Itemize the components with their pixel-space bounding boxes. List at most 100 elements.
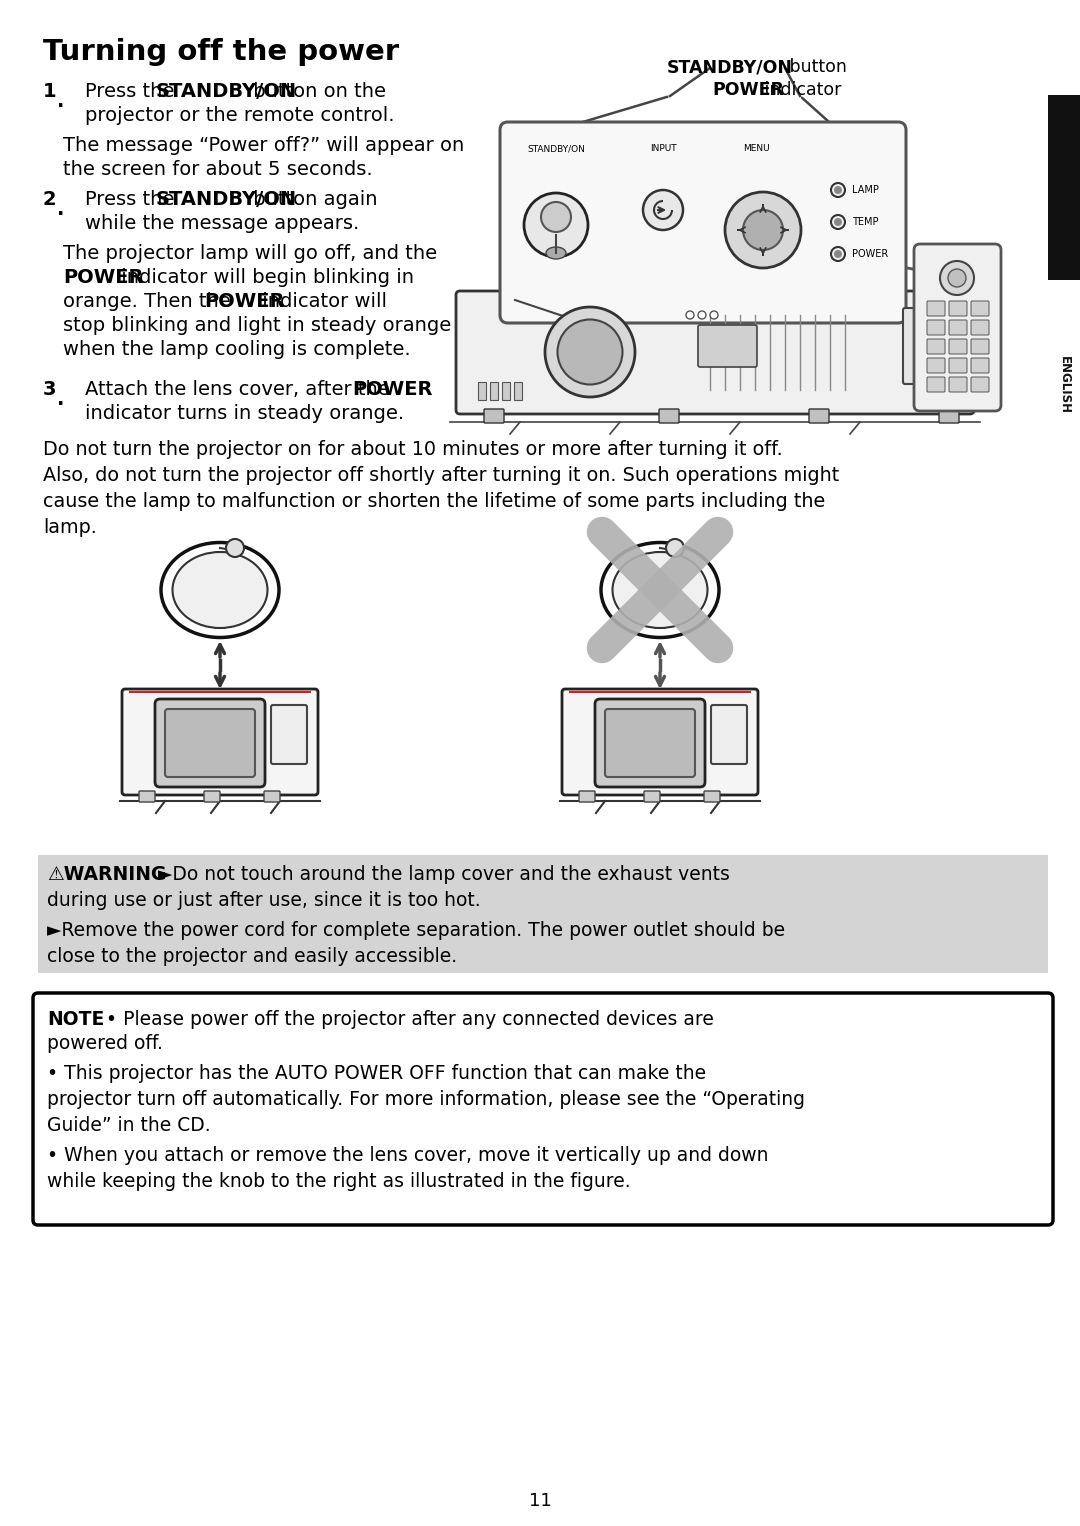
FancyBboxPatch shape bbox=[949, 301, 967, 316]
FancyBboxPatch shape bbox=[644, 790, 660, 803]
FancyBboxPatch shape bbox=[122, 690, 318, 795]
Text: while keeping the knob to the right as illustrated in the figure.: while keeping the knob to the right as i… bbox=[48, 1172, 631, 1190]
FancyBboxPatch shape bbox=[514, 382, 522, 400]
Text: indicator will begin blinking in: indicator will begin blinking in bbox=[114, 269, 414, 287]
Circle shape bbox=[686, 311, 694, 319]
Text: Attach the lens cover, after the: Attach the lens cover, after the bbox=[85, 380, 396, 398]
Circle shape bbox=[834, 218, 842, 226]
Circle shape bbox=[743, 211, 783, 250]
Text: 11: 11 bbox=[528, 1492, 552, 1511]
FancyBboxPatch shape bbox=[711, 705, 747, 765]
FancyBboxPatch shape bbox=[659, 409, 679, 423]
FancyBboxPatch shape bbox=[139, 790, 156, 803]
FancyBboxPatch shape bbox=[456, 291, 974, 414]
Circle shape bbox=[643, 191, 683, 230]
Circle shape bbox=[831, 247, 845, 261]
Circle shape bbox=[698, 311, 706, 319]
Circle shape bbox=[524, 192, 588, 256]
Circle shape bbox=[948, 269, 966, 287]
Circle shape bbox=[831, 183, 845, 197]
FancyBboxPatch shape bbox=[38, 855, 1048, 974]
FancyBboxPatch shape bbox=[698, 325, 757, 366]
Text: • Please power off the projector after any connected devices are: • Please power off the projector after a… bbox=[100, 1010, 714, 1029]
Text: ►Do not touch around the lamp cover and the exhaust vents: ►Do not touch around the lamp cover and … bbox=[152, 865, 730, 884]
FancyBboxPatch shape bbox=[478, 382, 486, 400]
Ellipse shape bbox=[557, 319, 622, 385]
Text: button again: button again bbox=[247, 191, 378, 209]
Text: POWER: POWER bbox=[712, 81, 784, 99]
Text: POWER: POWER bbox=[852, 249, 888, 259]
Text: .: . bbox=[57, 391, 65, 409]
Text: LAMP: LAMP bbox=[852, 185, 879, 195]
FancyBboxPatch shape bbox=[1048, 95, 1080, 279]
Text: ⚠WARNING: ⚠WARNING bbox=[48, 865, 166, 884]
Text: POWER: POWER bbox=[63, 269, 144, 287]
Text: when the lamp cooling is complete.: when the lamp cooling is complete. bbox=[63, 340, 410, 359]
FancyBboxPatch shape bbox=[927, 301, 945, 316]
Text: orange. Then the: orange. Then the bbox=[63, 291, 237, 311]
Text: Press the: Press the bbox=[85, 191, 180, 209]
FancyBboxPatch shape bbox=[971, 359, 989, 372]
FancyBboxPatch shape bbox=[949, 359, 967, 372]
Text: STANDBY/ON: STANDBY/ON bbox=[156, 82, 297, 101]
Text: NOTE: NOTE bbox=[48, 1010, 105, 1029]
Text: 1: 1 bbox=[43, 82, 56, 101]
FancyBboxPatch shape bbox=[949, 339, 967, 354]
Text: Also, do not turn the projector off shortly after turning it on. Such operations: Also, do not turn the projector off shor… bbox=[43, 465, 839, 485]
FancyBboxPatch shape bbox=[490, 382, 498, 400]
FancyBboxPatch shape bbox=[156, 699, 265, 787]
Ellipse shape bbox=[546, 247, 566, 259]
Text: INPUT: INPUT bbox=[650, 143, 676, 153]
Text: MENU: MENU bbox=[743, 143, 769, 153]
FancyBboxPatch shape bbox=[33, 993, 1053, 1225]
Text: projector turn off automatically. For more information, please see the “Operatin: projector turn off automatically. For mo… bbox=[48, 1090, 805, 1109]
Text: button: button bbox=[784, 58, 847, 76]
Circle shape bbox=[725, 192, 801, 269]
Circle shape bbox=[831, 215, 845, 229]
Text: indicator turns in steady orange.: indicator turns in steady orange. bbox=[85, 404, 404, 423]
Text: button on the: button on the bbox=[247, 82, 386, 101]
Text: The projector lamp will go off, and the: The projector lamp will go off, and the bbox=[63, 244, 437, 262]
Circle shape bbox=[666, 539, 684, 557]
Text: close to the projector and easily accessible.: close to the projector and easily access… bbox=[48, 948, 457, 966]
Text: TEMP: TEMP bbox=[852, 217, 878, 227]
Ellipse shape bbox=[161, 543, 279, 638]
FancyBboxPatch shape bbox=[927, 339, 945, 354]
Text: indicator: indicator bbox=[759, 81, 841, 99]
Ellipse shape bbox=[173, 552, 268, 629]
FancyBboxPatch shape bbox=[939, 409, 959, 423]
Text: Press the: Press the bbox=[85, 82, 180, 101]
FancyBboxPatch shape bbox=[502, 382, 510, 400]
FancyBboxPatch shape bbox=[949, 320, 967, 336]
FancyBboxPatch shape bbox=[264, 790, 280, 803]
FancyBboxPatch shape bbox=[704, 790, 720, 803]
Text: 2: 2 bbox=[43, 191, 56, 209]
Ellipse shape bbox=[545, 307, 635, 397]
Text: lamp.: lamp. bbox=[43, 517, 97, 537]
Text: STANDBY/ON: STANDBY/ON bbox=[156, 191, 297, 209]
FancyBboxPatch shape bbox=[271, 705, 307, 765]
Text: • This projector has the AUTO POWER OFF function that can make the: • This projector has the AUTO POWER OFF … bbox=[48, 1064, 706, 1083]
Ellipse shape bbox=[612, 552, 707, 629]
Text: while the message appears.: while the message appears. bbox=[85, 214, 360, 233]
FancyBboxPatch shape bbox=[927, 320, 945, 336]
FancyBboxPatch shape bbox=[949, 377, 967, 392]
Text: STANDBY/ON: STANDBY/ON bbox=[667, 58, 793, 76]
Text: Turning off the power: Turning off the power bbox=[43, 38, 400, 66]
Circle shape bbox=[940, 261, 974, 295]
Text: POWER: POWER bbox=[204, 291, 284, 311]
FancyBboxPatch shape bbox=[971, 339, 989, 354]
Text: Guide” in the CD.: Guide” in the CD. bbox=[48, 1116, 211, 1135]
FancyBboxPatch shape bbox=[562, 690, 758, 795]
Text: POWER: POWER bbox=[352, 380, 432, 398]
FancyBboxPatch shape bbox=[165, 710, 255, 777]
Text: 3: 3 bbox=[43, 380, 56, 398]
Ellipse shape bbox=[600, 543, 719, 638]
Text: powered off.: powered off. bbox=[48, 1035, 163, 1053]
FancyBboxPatch shape bbox=[927, 377, 945, 392]
Text: cause the lamp to malfunction or shorten the lifetime of some parts including th: cause the lamp to malfunction or shorten… bbox=[43, 491, 825, 511]
Circle shape bbox=[834, 186, 842, 194]
Text: indicator will: indicator will bbox=[256, 291, 387, 311]
Circle shape bbox=[226, 539, 244, 557]
Text: The message “Power off?” will appear on: The message “Power off?” will appear on bbox=[63, 136, 464, 156]
